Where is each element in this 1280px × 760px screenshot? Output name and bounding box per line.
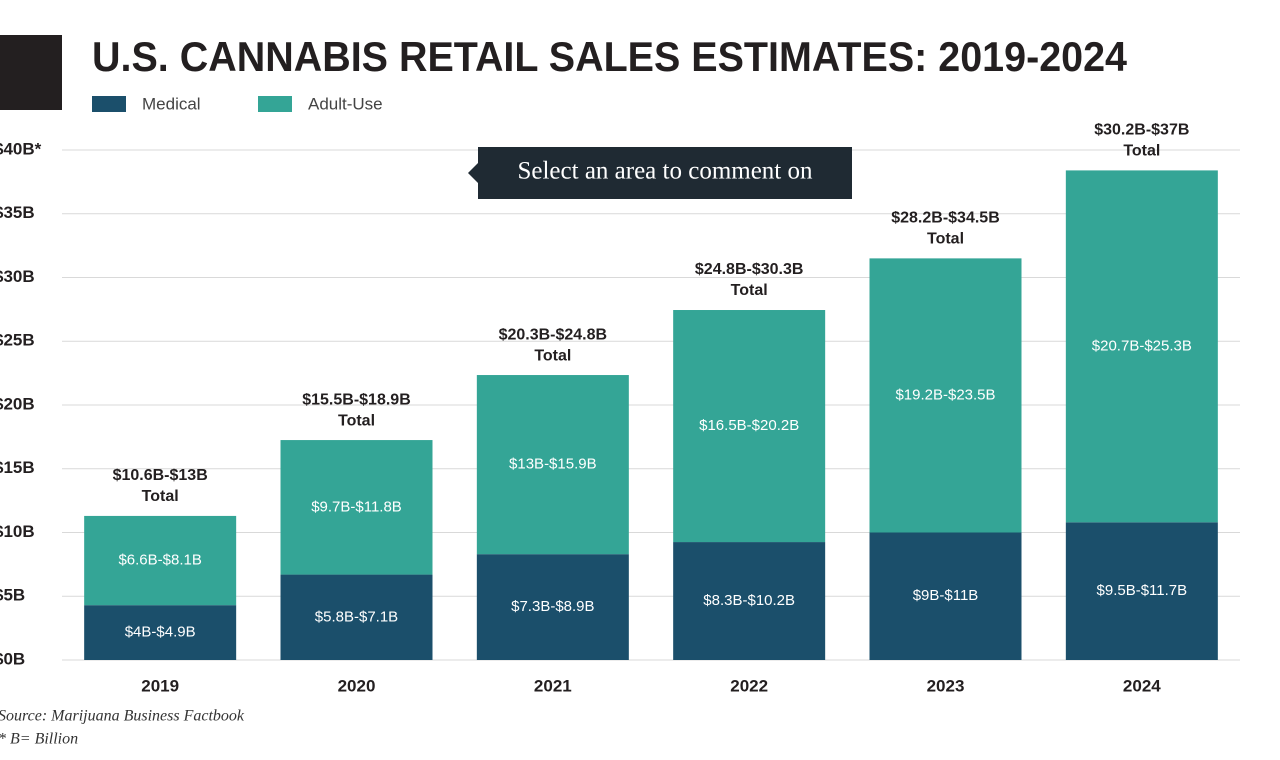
y-tick-label: $5B <box>0 586 25 605</box>
data-label: $9.5B-$11.7B <box>1097 582 1188 599</box>
bar-segment <box>869 532 1022 660</box>
bar-segment <box>84 515 237 606</box>
bar-segment <box>869 258 1022 533</box>
legend-label: Adult-Use <box>308 94 383 113</box>
tooltip-arrow <box>468 163 478 183</box>
data-label: $8.3B-$10.2B <box>703 592 795 609</box>
bar-segment <box>1065 170 1218 523</box>
total-word: Total <box>731 282 768 299</box>
bar-segment <box>673 310 826 543</box>
footnote: * B= Billion <box>0 731 78 748</box>
data-label: $16.5B-$20.2B <box>699 417 799 434</box>
data-label: $13B-$15.9B <box>509 456 597 473</box>
data-label: $5.8B-$7.1B <box>315 608 398 625</box>
x-tick-label: 2021 <box>534 676 572 695</box>
y-tick-label: $30B <box>0 267 35 286</box>
x-tick-label: 2023 <box>927 676 965 695</box>
bar-segment <box>1065 522 1218 660</box>
bar-segment <box>84 605 237 660</box>
total-word: Total <box>1123 143 1160 160</box>
tooltip[interactable]: Select an area to comment on <box>468 147 852 199</box>
x-tick-label: 2019 <box>141 676 179 695</box>
chart-title: U.S. CANNABIS RETAIL SALES ESTIMATES: 20… <box>92 33 1128 80</box>
total-label: $30.2B-$37B <box>1094 122 1189 139</box>
y-tick-label: $25B <box>0 331 35 350</box>
data-label: $4B-$4.9B <box>125 624 196 641</box>
logo-block <box>0 35 62 110</box>
y-tick-label: $15B <box>0 458 35 477</box>
y-tick-label: $35B <box>0 203 35 222</box>
total-label: $28.2B-$34.5B <box>891 210 1000 227</box>
total-word: Total <box>534 347 571 364</box>
bar-segment <box>280 440 433 575</box>
data-label: $19.2B-$23.5B <box>895 386 995 403</box>
total-word: Total <box>338 412 375 429</box>
legend-swatch <box>258 96 292 112</box>
total-word: Total <box>927 231 964 248</box>
data-label: $20.7B-$25.3B <box>1092 337 1192 354</box>
bar-segment <box>476 375 629 555</box>
source: Source: Marijuana Business Factbook <box>0 708 245 725</box>
total-label: $10.6B-$13B <box>113 467 208 484</box>
legend-label: Medical <box>142 94 201 113</box>
total-label: $24.8B-$30.3B <box>695 261 804 278</box>
total-label: $20.3B-$24.8B <box>499 326 608 343</box>
y-tick-label: $10B <box>0 522 35 541</box>
y-tick-label: $0B <box>0 649 25 668</box>
x-tick-label: 2024 <box>1123 676 1161 695</box>
data-label: $9.7B-$11.8B <box>311 498 402 515</box>
bar-segment <box>280 574 433 660</box>
y-tick-label: $40B* <box>0 139 42 158</box>
data-label: $9B-$11B <box>913 587 979 604</box>
x-tick-label: 2020 <box>338 676 376 695</box>
bar-segment <box>673 542 826 660</box>
total-word: Total <box>142 488 179 505</box>
tooltip-text: Select an area to comment on <box>517 158 813 185</box>
y-tick-label: $20B <box>0 394 35 413</box>
legend-swatch <box>92 96 126 112</box>
bar-segment <box>476 554 629 660</box>
tooltip-box <box>478 147 852 199</box>
data-label: $7.3B-$8.9B <box>511 598 594 615</box>
data-label: $6.6B-$8.1B <box>118 552 201 569</box>
total-label: $15.5B-$18.9B <box>302 391 411 408</box>
x-tick-label: 2022 <box>730 676 768 695</box>
